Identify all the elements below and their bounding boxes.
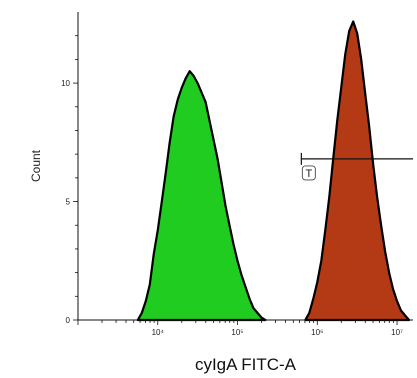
x-axis-label: cyIgA FITC-A [195, 355, 297, 374]
y-axis-label: Count [29, 149, 43, 182]
histogram-series-2 [304, 20, 411, 322]
gate-label-box[interactable] [301, 165, 316, 181]
x-tick-label: 10⁴ [152, 328, 165, 337]
x-tick-label: 10⁷ [391, 328, 403, 337]
y-tick-label: 10 [61, 79, 70, 88]
x-tick-label: 10⁶ [311, 328, 323, 337]
plot-area [136, 20, 411, 322]
histogram-series-1 [136, 70, 267, 322]
gate: T [300, 152, 413, 181]
x-tick-label: 10⁵ [231, 328, 243, 337]
y-tick-label: 5 [66, 198, 71, 207]
gate-label[interactable]: T [305, 168, 312, 180]
axes: 10⁴ 10⁵ 10⁶ 10⁷ 0 5 10 [61, 12, 413, 337]
y-tick-label: 0 [66, 316, 71, 325]
